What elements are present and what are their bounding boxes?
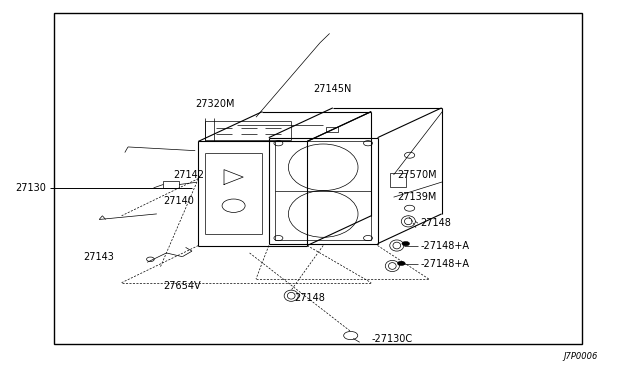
Text: 27320M: 27320M: [195, 99, 235, 109]
Text: 27654V: 27654V: [163, 282, 201, 291]
Circle shape: [397, 261, 405, 266]
Bar: [163, 181, 179, 188]
Text: -27130C: -27130C: [372, 334, 413, 344]
Text: -27148+A: -27148+A: [420, 241, 470, 250]
Polygon shape: [224, 170, 243, 185]
Text: 27143: 27143: [83, 252, 114, 262]
Text: 27130: 27130: [15, 183, 46, 193]
Text: 27139M: 27139M: [397, 192, 436, 202]
Bar: [390, 173, 406, 187]
Circle shape: [402, 241, 410, 246]
Text: 27148: 27148: [420, 218, 451, 228]
Text: 27145N: 27145N: [314, 84, 352, 94]
Bar: [275, 141, 371, 240]
Text: -27148+A: -27148+A: [420, 259, 470, 269]
Bar: [54, 13, 582, 344]
Text: 27570M: 27570M: [397, 170, 436, 180]
Text: 27140: 27140: [163, 196, 194, 206]
Bar: [326, 127, 338, 132]
Text: 27142: 27142: [173, 170, 204, 180]
Text: 27148: 27148: [294, 293, 325, 302]
Text: J7P0006: J7P0006: [563, 352, 598, 361]
